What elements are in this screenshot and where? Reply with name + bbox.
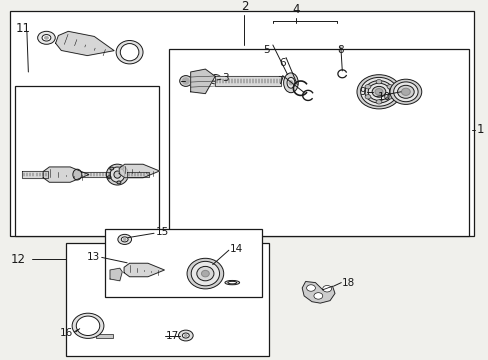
Circle shape [386,85,392,89]
Ellipse shape [191,261,219,286]
Ellipse shape [182,78,189,84]
Ellipse shape [224,280,239,285]
Text: 7: 7 [276,76,283,86]
Text: 17: 17 [166,330,179,341]
Polygon shape [43,167,89,182]
Ellipse shape [389,79,421,104]
Ellipse shape [106,164,128,185]
Ellipse shape [371,86,385,97]
Ellipse shape [196,266,214,281]
Ellipse shape [397,85,413,98]
Ellipse shape [286,77,294,88]
Ellipse shape [367,83,389,100]
Text: 2: 2 [240,0,248,13]
Text: 12: 12 [11,253,26,266]
Ellipse shape [393,82,417,102]
Circle shape [117,181,121,184]
Text: 6: 6 [279,58,285,68]
Circle shape [386,95,392,99]
Circle shape [364,95,370,99]
Polygon shape [190,69,215,94]
Circle shape [364,85,370,89]
Ellipse shape [364,81,392,103]
Circle shape [212,77,218,81]
Ellipse shape [73,169,81,180]
Text: 3: 3 [222,73,229,84]
Polygon shape [124,263,164,277]
Text: 4: 4 [291,3,299,16]
Ellipse shape [360,77,397,106]
Circle shape [109,167,113,170]
Circle shape [313,293,322,299]
Ellipse shape [72,313,103,338]
Text: 5: 5 [263,45,269,55]
Bar [168,49,468,236]
Ellipse shape [116,40,142,64]
Circle shape [184,334,187,337]
Polygon shape [119,164,159,178]
Circle shape [375,80,381,84]
Circle shape [44,36,48,39]
Ellipse shape [76,316,100,336]
Circle shape [178,330,193,341]
Ellipse shape [356,75,400,109]
Polygon shape [22,171,48,178]
Circle shape [120,166,123,169]
Text: 15: 15 [155,227,168,237]
Polygon shape [127,172,149,177]
Text: 10: 10 [377,92,390,102]
Circle shape [306,285,315,291]
Bar [105,229,261,297]
Text: 9: 9 [358,87,365,97]
Text: 11: 11 [16,22,31,35]
Ellipse shape [110,167,124,182]
Text: 1: 1 [476,123,483,136]
Circle shape [322,285,331,292]
Text: 8: 8 [337,45,344,55]
Ellipse shape [186,258,223,289]
Text: 18: 18 [342,278,355,288]
Ellipse shape [283,73,298,93]
Circle shape [118,234,131,244]
Bar [15,86,159,236]
Bar [66,243,268,356]
Ellipse shape [201,270,209,277]
Ellipse shape [180,76,192,86]
Polygon shape [110,268,122,281]
Text: 16: 16 [60,328,73,338]
Ellipse shape [227,282,236,284]
Circle shape [121,237,128,242]
Polygon shape [215,76,281,86]
Circle shape [208,75,221,84]
Circle shape [123,238,126,240]
Ellipse shape [401,88,409,95]
Circle shape [42,35,51,41]
Polygon shape [81,172,110,177]
Ellipse shape [120,44,139,61]
Bar [10,11,473,236]
Circle shape [375,100,381,104]
Polygon shape [56,31,114,55]
Polygon shape [302,282,334,303]
Ellipse shape [374,89,382,95]
Ellipse shape [288,81,292,85]
Circle shape [38,31,55,44]
Circle shape [107,176,111,179]
Circle shape [182,333,189,338]
Bar [96,334,113,338]
Text: 13: 13 [87,252,100,262]
Text: 14: 14 [229,244,243,254]
Ellipse shape [114,171,121,178]
